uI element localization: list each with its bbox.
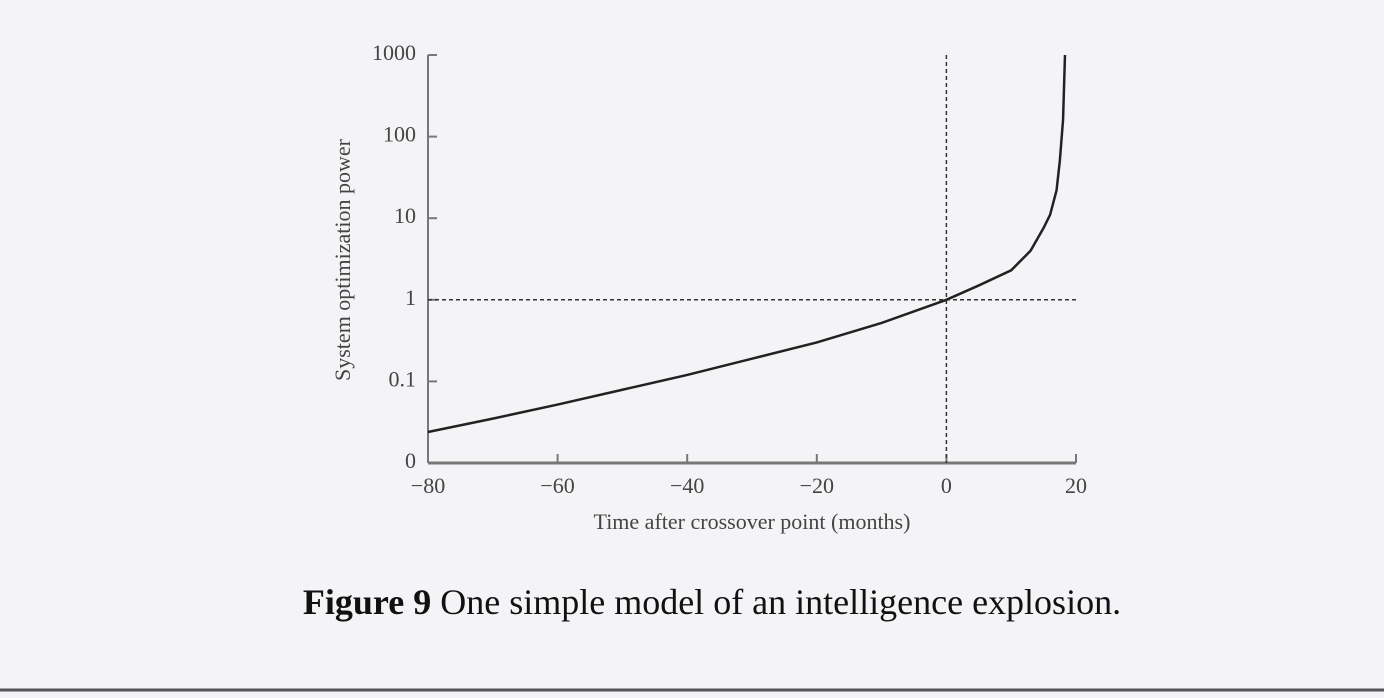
x-tick-label: −80	[411, 473, 445, 498]
y-tick-label: 1	[405, 285, 416, 310]
y-tick-label: 1000	[372, 40, 416, 65]
caption: Figure 9 One simple model of an intellig…	[303, 582, 1121, 622]
y-tick-label: 0.1	[389, 366, 417, 391]
caption-label: Figure 9	[303, 582, 431, 622]
x-tick-label: −40	[670, 473, 704, 498]
x-axis-title: Time after crossover point (months)	[594, 509, 911, 534]
line	[427, 54, 1067, 434]
y-tick-label: 100	[383, 122, 416, 147]
y-tick-label: 0	[405, 448, 416, 473]
caption-text: One simple model of an intelligence expl…	[440, 582, 1121, 622]
x-tick-label: −60	[540, 473, 574, 498]
x-tick-label: −20	[800, 473, 834, 498]
y-axis-title: System optimization power	[330, 138, 355, 381]
x-tick-label: 20	[1065, 473, 1087, 498]
x-tick-label: 0	[941, 473, 952, 498]
y-tick-label: 10	[394, 203, 416, 228]
